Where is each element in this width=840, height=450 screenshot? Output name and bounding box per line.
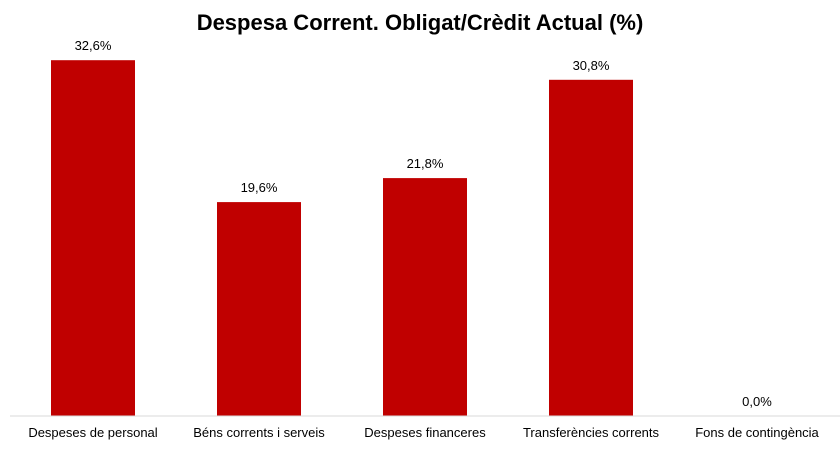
data-labels-group: 32,6% 19,6% 21,8% 30,8% 0,0% <box>75 38 773 409</box>
x-tick-labels-group: Despeses de personal Béns corrents i serv… <box>28 425 819 440</box>
data-label: 30,8% <box>573 58 610 73</box>
chart-title: Despesa Corrent. Obligat/Crèdit Actual (… <box>197 10 644 35</box>
x-tick-label: Fons de contingència <box>695 425 819 440</box>
x-tick-label: Despeses financeres <box>364 425 486 440</box>
x-tick-label: Béns corrents i serveis <box>193 425 325 440</box>
bar <box>217 202 301 416</box>
bar <box>51 60 135 416</box>
data-label: 21,8% <box>407 156 444 171</box>
bar <box>383 178 467 416</box>
x-tick-label: Despeses de personal <box>28 425 157 440</box>
bars-group <box>51 60 633 417</box>
bar <box>549 79 633 417</box>
data-label: 0,0% <box>742 394 772 409</box>
data-label: 32,6% <box>75 38 112 53</box>
x-tick-label: Transferències corrents <box>523 425 660 440</box>
data-label: 19,6% <box>241 180 278 195</box>
